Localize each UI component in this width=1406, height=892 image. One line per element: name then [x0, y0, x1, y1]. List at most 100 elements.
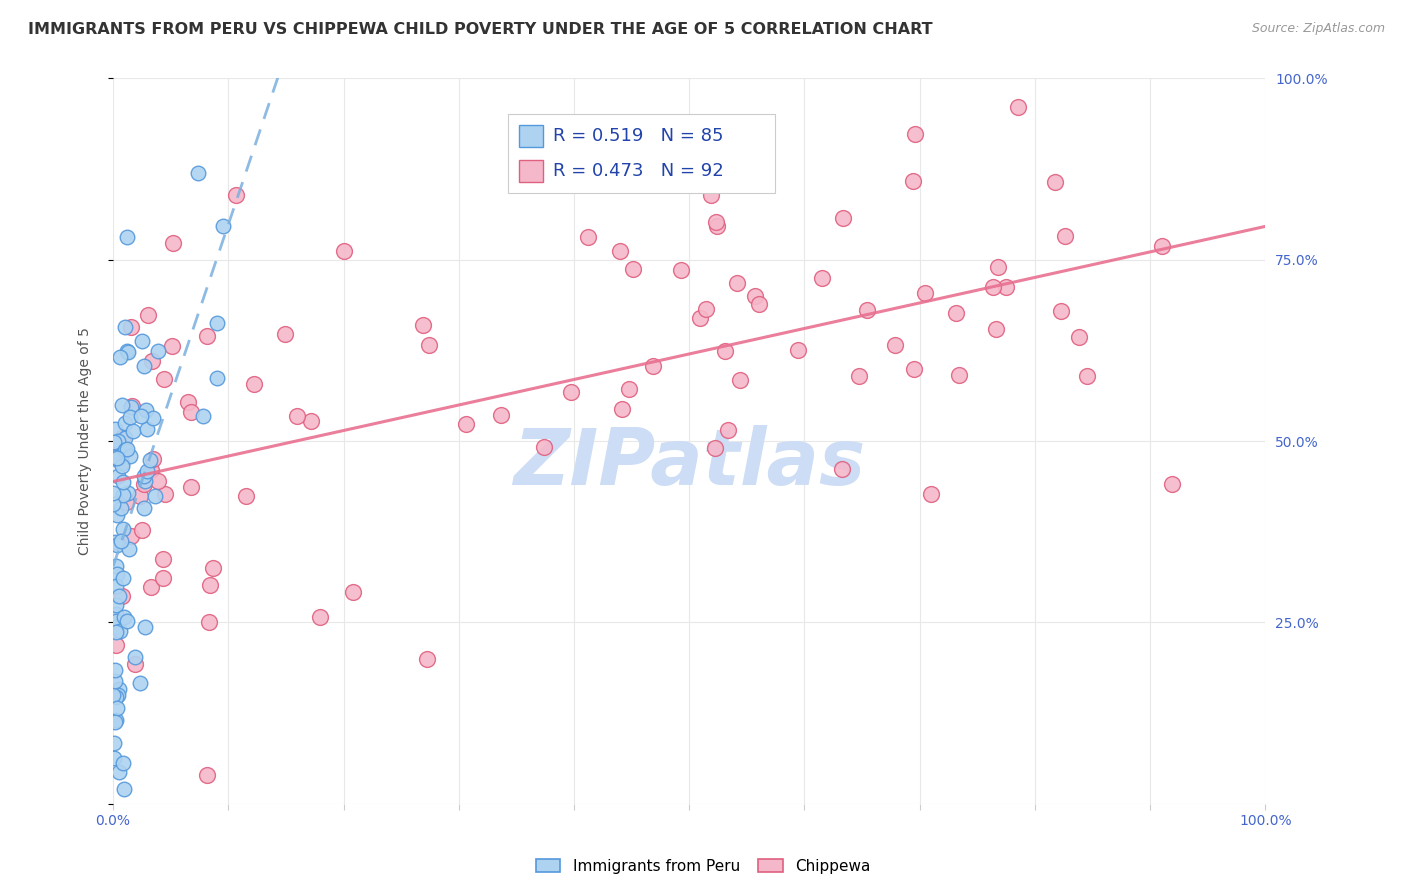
- Point: [129, 409, 152, 423]
- Point: [136, 309, 159, 323]
- Point: [103, 435, 125, 450]
- Point: [111, 589, 134, 603]
- Point: [903, 362, 925, 376]
- Point: [274, 326, 297, 341]
- Point: [285, 409, 308, 423]
- Point: [114, 431, 136, 445]
- Point: [104, 715, 127, 730]
- Point: [1067, 330, 1090, 344]
- Point: [142, 451, 165, 466]
- Text: IMMIGRANTS FROM PERU VS CHIPPEWA CHILD POVERTY UNDER THE AGE OF 5 CORRELATION CH: IMMIGRANTS FROM PERU VS CHIPPEWA CHILD P…: [28, 22, 932, 37]
- Point: [855, 303, 877, 318]
- Point: [112, 782, 135, 797]
- Point: [129, 489, 152, 503]
- Point: [115, 230, 138, 244]
- Point: [112, 522, 135, 536]
- Point: [416, 652, 439, 666]
- Point: [141, 354, 163, 368]
- Point: [198, 615, 221, 629]
- Point: [883, 338, 905, 352]
- Point: [112, 756, 135, 770]
- Point: [128, 676, 150, 690]
- Point: [103, 751, 125, 765]
- Point: [418, 338, 440, 352]
- Point: [195, 767, 218, 781]
- Point: [152, 551, 174, 566]
- Point: [105, 450, 128, 465]
- Point: [195, 329, 218, 343]
- Point: [105, 559, 128, 574]
- Text: R = 0.519   N = 85: R = 0.519 N = 85: [554, 127, 724, 145]
- Point: [242, 376, 264, 391]
- Point: [811, 270, 834, 285]
- Point: [142, 411, 165, 425]
- Point: [211, 219, 233, 233]
- Point: [1053, 228, 1076, 243]
- Point: [134, 620, 156, 634]
- Point: [1050, 304, 1073, 318]
- Point: [115, 614, 138, 628]
- Point: [1043, 176, 1066, 190]
- Point: [108, 350, 131, 364]
- Point: [333, 244, 356, 259]
- Point: [112, 571, 135, 585]
- Point: [981, 280, 1004, 294]
- Legend: Immigrants from Peru, Chippewa: Immigrants from Peru, Chippewa: [530, 853, 876, 880]
- Point: [187, 166, 209, 180]
- Point: [489, 408, 512, 422]
- Point: [136, 464, 159, 478]
- Point: [111, 475, 134, 489]
- Point: [560, 384, 582, 399]
- Y-axis label: Child Poverty Under the Age of 5: Child Poverty Under the Age of 5: [79, 327, 93, 555]
- Point: [107, 689, 129, 703]
- Point: [695, 302, 717, 317]
- Point: [901, 174, 924, 188]
- Point: [787, 343, 810, 357]
- Point: [103, 449, 125, 463]
- Point: [139, 463, 162, 477]
- Point: [131, 334, 153, 348]
- Point: [115, 495, 138, 509]
- Point: [180, 405, 202, 419]
- Point: [225, 188, 247, 202]
- Point: [454, 417, 477, 432]
- Point: [103, 486, 125, 500]
- Point: [412, 318, 434, 332]
- Point: [984, 322, 1007, 336]
- Point: [146, 343, 169, 358]
- Point: [115, 344, 138, 359]
- Point: [623, 262, 645, 277]
- Point: [609, 244, 631, 258]
- Point: [831, 211, 853, 226]
- Point: [131, 523, 153, 537]
- Point: [205, 371, 228, 385]
- Point: [699, 188, 721, 202]
- Point: [122, 425, 145, 439]
- Point: [111, 456, 134, 470]
- Point: [108, 764, 131, 779]
- Point: [105, 566, 128, 581]
- Point: [725, 276, 748, 290]
- Point: [202, 561, 225, 575]
- Point: [134, 474, 156, 488]
- Point: [110, 534, 132, 549]
- Point: [139, 580, 162, 594]
- Point: [948, 368, 970, 383]
- Point: [103, 736, 125, 750]
- Point: [904, 127, 927, 141]
- Point: [713, 343, 735, 358]
- Point: [132, 500, 155, 515]
- Point: [308, 610, 330, 624]
- Point: [299, 414, 322, 428]
- Point: [108, 590, 131, 604]
- Point: [105, 620, 128, 634]
- Point: [120, 529, 142, 543]
- Point: [104, 638, 127, 652]
- Point: [104, 624, 127, 639]
- Point: [669, 263, 692, 277]
- Point: [104, 535, 127, 549]
- Point: [1007, 100, 1029, 114]
- Point: [848, 369, 870, 384]
- Point: [945, 305, 967, 319]
- Point: [162, 236, 184, 251]
